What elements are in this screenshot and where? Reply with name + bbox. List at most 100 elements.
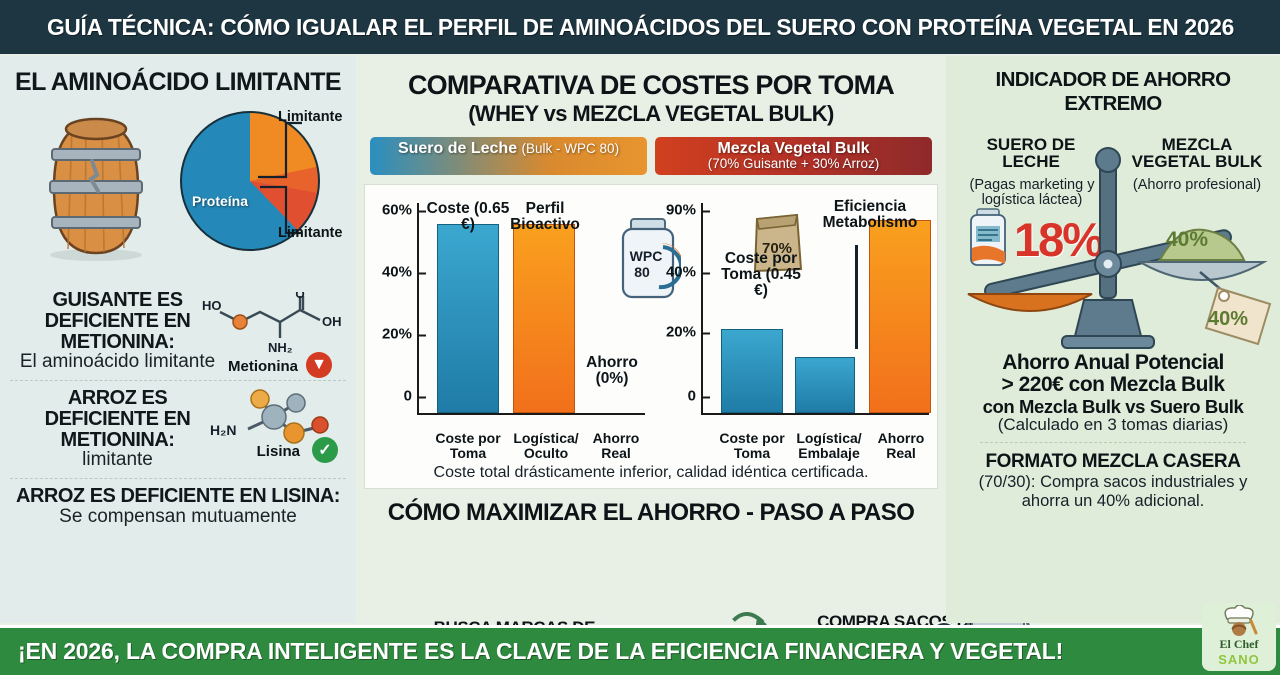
scale-left-sub: (Pagas marketing y logística láctea) xyxy=(969,177,1095,209)
xlabel-whey-1: Logística/ Oculto xyxy=(513,430,579,461)
bar-whey-logistica xyxy=(513,224,575,414)
molecule-name-lysine: Lisina xyxy=(256,442,300,460)
annual-savings-line2: > 220€ con Mezcla Bulk xyxy=(1001,373,1225,397)
left-block-3-head: ARROZ ES DEFICIENTE EN LISINA: xyxy=(16,484,340,507)
right-body: Ahorro Anual Potencial > 220€ con Mezcla… xyxy=(954,351,1272,510)
scale-right-head: MEZCLA VEGETAL BULK xyxy=(1131,135,1263,172)
annotation-veg-coste: Coste por Toma (0.45 €) xyxy=(721,250,801,299)
svg-text:H₂N: H₂N xyxy=(210,422,236,438)
barrel-icon xyxy=(49,117,143,261)
scale-left-head: SUERO DE LECHE xyxy=(986,135,1076,172)
annotation-veg-eficiencia: Eficiencia Metabolismo xyxy=(822,198,918,232)
left-block-2-sub: limitante xyxy=(82,449,153,471)
protein-pie-chart: Proteína xyxy=(180,111,330,261)
chart-legend: Suero de Leche (Bulk - WPC 80) Mezcla Ve… xyxy=(356,137,946,176)
left-block-methionine-pea: GUISANTE ES DEFICIENTE EN METIONINA: El … xyxy=(10,289,346,378)
top-banner: GUÍA TÉCNICA: CÓMO IGUALAR EL PERFIL DE … xyxy=(0,0,1280,54)
left-panel-title: EL AMINOÁCIDO LIMITANTE xyxy=(15,68,342,96)
pie-leader-line-top xyxy=(258,121,302,179)
legend-item-whey: Suero de Leche (Bulk - WPC 80) xyxy=(370,137,647,176)
bar-veg-ahorro xyxy=(869,220,931,414)
methionine-molecule-icon: HO O OH NH₂ xyxy=(202,292,342,355)
ytick-60: 60% xyxy=(382,202,427,219)
right-panel-title: INDICADOR DE AHORRO EXTREMO xyxy=(995,68,1232,115)
ytick-0: 0 xyxy=(404,388,427,405)
check-icon: ✓ xyxy=(312,436,338,463)
pie-leader-line-bottom xyxy=(260,185,302,235)
sack-label: 70% xyxy=(762,240,792,257)
top-banner-title: GUÍA TÉCNICA: CÓMO IGUALAR EL PERFIL DE … xyxy=(46,13,1234,40)
bar-veg-logistica xyxy=(795,357,855,414)
annual-savings-line1: Ahorro Anual Potencial xyxy=(1002,351,1224,374)
annual-savings-line3: con Mezcla Bulk vs Suero Bulk xyxy=(982,395,1244,417)
chart-vegetal: 0 20% 40% 90% 70% Coste por Toma (0.45 €… xyxy=(655,191,939,461)
xlabel-whey-2: Ahorro Real xyxy=(592,430,640,461)
annual-savings-line4: (Calculado en 3 tomas diarias) xyxy=(997,415,1229,435)
legend-whey-sub: (Bulk - WPC 80) xyxy=(521,141,620,156)
jar-label-wpc: WPC xyxy=(630,248,663,264)
right-panel: INDICADOR DE AHORRO EXTREMO SUERO DE LEC… xyxy=(946,56,1280,623)
molecule-name-methionine: Metionina xyxy=(228,358,298,375)
chart-subtitle: (WHEY vs MEZCLA VEGETAL BULK) xyxy=(468,101,834,126)
pie-annotation-top: Limitante xyxy=(278,109,343,125)
scale-right-sub: (Ahorro profesional) xyxy=(1132,177,1262,193)
whey-jar-icon xyxy=(970,208,1006,266)
savings-scale: SUERO DE LECHE (Pagas marketing y logíst… xyxy=(954,116,1272,352)
formato-title: FORMATO MEZCLA CASERA xyxy=(985,451,1241,473)
logo-line-2: SANO xyxy=(1218,652,1260,667)
ytick-20: 20% xyxy=(382,326,427,343)
bar-whey-coste xyxy=(437,224,499,414)
left-block-lysine-rice: ARROZ ES DEFICIENTE EN LISINA: Se compen… xyxy=(10,477,346,527)
bar-veg-coste xyxy=(721,329,783,414)
pie-annotation-bottom: Limitante xyxy=(278,225,343,241)
svg-text:NH₂: NH₂ xyxy=(268,340,293,355)
efficiency-pointer-line xyxy=(855,245,858,350)
svg-text:HO: HO xyxy=(202,298,222,313)
left-panel: EL AMINOÁCIDO LIMITANTE Proteína xyxy=(0,56,356,623)
pie-slices xyxy=(180,111,320,251)
chef-icon xyxy=(1224,605,1258,636)
xlabel-whey-0: Coste por Toma xyxy=(435,430,501,461)
legend-whey-label: Suero de Leche xyxy=(397,140,518,157)
xlabel-veg-0: Coste por Toma xyxy=(719,430,785,461)
xlabel-veg-2: Ahorro Real xyxy=(877,430,925,461)
jar-label-80: 80 xyxy=(634,264,650,280)
bottom-banner: ¡EN 2026, LA COMPRA INTELIGENTE ES LA CL… xyxy=(0,625,1280,675)
legend-vegetal-label: Mezcla Vegetal Bulk xyxy=(717,140,870,157)
logo-line-1: El Chef xyxy=(1219,637,1259,651)
annotation-whey-perfil: Perfil Bioactivo xyxy=(510,200,580,234)
brand-logo: El Chef SANO xyxy=(1202,603,1276,671)
charts-card: 0 20% 40% 60% Coste (0.65 €) Perfil Bioa… xyxy=(364,184,939,490)
svg-text:OH: OH xyxy=(322,314,342,329)
xlabel-veg-1: Logística/ Embalaje xyxy=(796,430,862,461)
ytick-v-20: 20% xyxy=(666,324,711,341)
left-block-3-sub: Se compensan mutuamente xyxy=(59,505,297,527)
pie-label-protein: Proteína xyxy=(192,193,249,209)
middle-panel: COMPARATIVA DE COSTES POR TOMA (WHEY vs … xyxy=(356,56,980,675)
ytick-v-0: 0 xyxy=(688,388,711,405)
savings-whey-value: 18% xyxy=(1014,213,1104,266)
svg-text:O: O xyxy=(295,292,304,301)
formato-text: (70/30): Compra sacos industriales y aho… xyxy=(978,473,1248,510)
annotation-whey-coste: Coste (0.65 €) xyxy=(426,200,510,234)
left-visuals: Proteína Limitante Limitante xyxy=(10,103,346,288)
charts-caption: Coste total drásticamente inferior, cali… xyxy=(433,464,869,482)
chart-whey: 0 20% 40% 60% Coste (0.65 €) Perfil Bioa… xyxy=(371,191,681,461)
lysine-molecule-icon: H₂N xyxy=(210,389,329,444)
right-divider xyxy=(980,442,1246,444)
legend-vegetal-sub: (70% Guisante + 30% Arroz) xyxy=(707,156,880,172)
ytick-40: 40% xyxy=(382,264,427,281)
bottom-banner-title: ¡EN 2026, LA COMPRA INTELIGENTE ES LA CL… xyxy=(18,638,1064,664)
down-arrow-icon: ▼ xyxy=(306,352,332,378)
annotation-whey-ahorro: Ahorro (0%) xyxy=(586,354,638,388)
left-block-methionine-rice: ARROZ ES DEFICIENTE EN METIONINA: limita… xyxy=(10,379,346,471)
chart-whey-plot: 0 20% 40% 60% Coste (0.65 €) Perfil Bioa… xyxy=(382,200,681,460)
sack-70-icon: 70% xyxy=(753,214,803,273)
ytick-v-40: 40% xyxy=(666,264,711,281)
left-block-1-sub: El aminoácido limitante xyxy=(19,351,216,373)
chart-vegetal-plot: 0 20% 40% 90% 70% Coste por Toma (0.45 €… xyxy=(666,199,931,460)
ytick-v-90: 90% xyxy=(666,202,711,219)
steps-title: CÓMO MAXIMIZAR EL AHORRO - PASO A PASO xyxy=(387,499,915,527)
left-block-1-head: GUISANTE ES DEFICIENTE EN METIONINA: xyxy=(44,289,191,353)
